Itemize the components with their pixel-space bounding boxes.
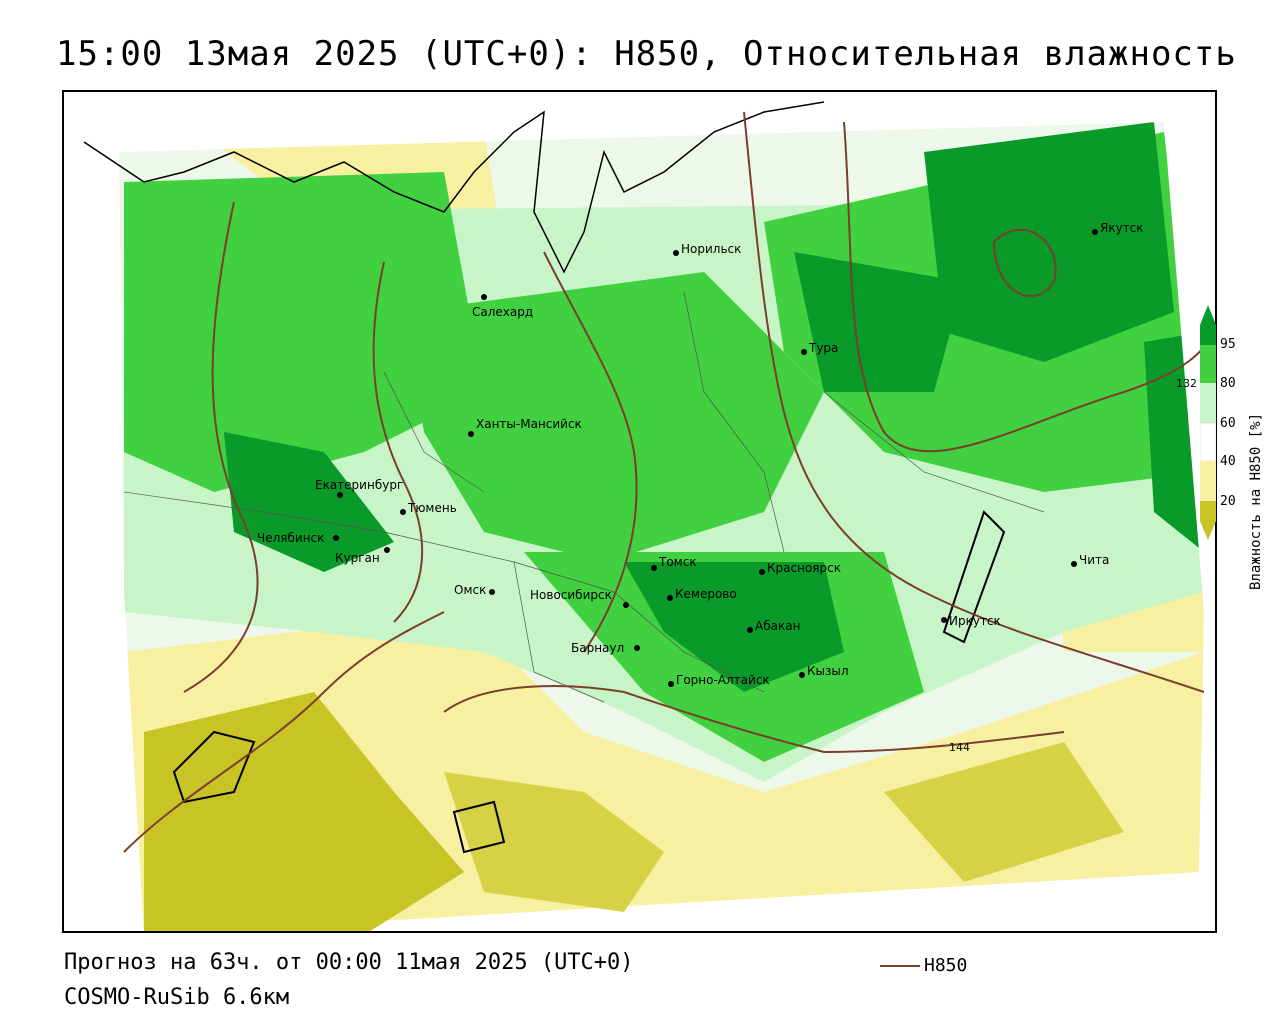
- city-label: Абакан: [755, 619, 800, 633]
- model-name: COSMO-RuSib 6.6км: [64, 985, 290, 1010]
- outside-domain-northwest: [64, 92, 1215, 152]
- arctic-coastline: [83, 101, 825, 274]
- city-label: Горно-Алтайск: [676, 673, 770, 687]
- colorbar-tick: 80: [1220, 376, 1236, 391]
- city-salekhard: Салехард: [472, 294, 533, 319]
- very-wet-area-northeast: [924, 122, 1174, 362]
- region-borders: [123, 291, 1045, 703]
- city-yakutsk: Якутск: [1092, 221, 1144, 235]
- city-label: Красноярск: [767, 561, 841, 575]
- city-label: Новосибирск: [530, 588, 612, 602]
- h850-contour-urals: [372, 261, 424, 623]
- contour-label-132: 132: [1176, 377, 1197, 390]
- contour-swatch: [880, 965, 920, 967]
- city-barnaul: Барнаул: [571, 641, 640, 655]
- humidity-colorbar: [1200, 305, 1216, 540]
- very-dry-area-southwest: [144, 692, 464, 931]
- city-tyumen: Тюмень: [400, 501, 457, 515]
- contour-legend: H850: [880, 955, 967, 976]
- very-dry-area-south: [444, 772, 664, 912]
- forecast-info: Прогноз на 63ч. от 00:00 11мая 2025 (UTC…: [64, 950, 634, 975]
- city-label: Челябинск: [257, 531, 324, 545]
- city-abakan: Абакан: [747, 619, 800, 633]
- contour-label-144: 144: [949, 741, 970, 754]
- h850-contour-northeast: [843, 121, 1215, 453]
- very-wet-area-urals: [224, 432, 394, 572]
- h850-contour-southwest: [123, 611, 445, 853]
- map-canvas: 132 144 Якутск Норильск Салехард Тура Ха…: [64, 92, 1215, 931]
- city-label: Чита: [1079, 553, 1109, 567]
- wet-area-central: [404, 272, 824, 562]
- colorbar-tick: 95: [1220, 337, 1236, 352]
- city-tomsk: Томск: [651, 555, 697, 571]
- city-kurgan: Курган: [335, 547, 390, 565]
- h850-contour-loop: [992, 228, 1057, 298]
- city-label: Тура: [808, 341, 838, 355]
- aral-coastline: [452, 800, 506, 854]
- outside-domain-west: [64, 152, 144, 931]
- city-label: Курган: [335, 551, 380, 565]
- contour-legend-label: H850: [924, 955, 968, 976]
- city-novosibirsk: Новосибирск: [530, 588, 629, 608]
- outside-domain-east: [1164, 112, 1215, 923]
- city-yekaterinburg: Екатеринбург: [315, 478, 403, 498]
- city-chita: Чита: [1071, 553, 1109, 567]
- city-omsk: Омск: [454, 583, 495, 597]
- city-tura: Тура: [801, 341, 838, 355]
- city-chelyabinsk: Челябинск: [257, 531, 339, 545]
- city-label: Норильск: [681, 242, 741, 256]
- colorbar-title: Влажность на H850 [%]: [1248, 412, 1264, 590]
- city-label: Барнаул: [571, 641, 624, 655]
- very-dry-area-southeast: [884, 742, 1124, 882]
- very-wet-area-kemerovo: [624, 562, 844, 692]
- colorbar-tick: 40: [1220, 454, 1236, 469]
- city-label: Кемерово: [675, 587, 737, 601]
- city-label: Екатеринбург: [315, 478, 403, 492]
- city-kemerovo: Кемерово: [667, 587, 737, 601]
- caspian-coastline: [172, 730, 256, 804]
- city-label: Кызыл: [807, 664, 849, 678]
- colorbar-tick: 60: [1220, 416, 1236, 431]
- h850-contour-south: [443, 685, 1065, 754]
- city-irkutsk: Иркутск: [941, 614, 1001, 628]
- city-label: Ханты-Мансийск: [476, 417, 582, 431]
- h850-contour-east: [743, 111, 1205, 693]
- very-wet-area-tura: [794, 252, 964, 392]
- map-title: 15:00 13мая 2025 (UTC+0): H850, Относите…: [56, 34, 1237, 74]
- h850-contour-west: [183, 201, 259, 693]
- city-label: Омск: [454, 583, 486, 597]
- city-khanty-mansiysk: Ханты-Мансийск: [468, 417, 582, 437]
- city-label: Иркутск: [949, 614, 1001, 628]
- city-label: Салехард: [472, 305, 533, 319]
- baikal-coastline: [942, 510, 1006, 644]
- city-label: Томск: [658, 555, 697, 569]
- city-norilsk: Норильск: [673, 242, 741, 256]
- city-label: Якутск: [1100, 221, 1144, 235]
- city-label: Тюмень: [407, 501, 457, 515]
- city-gorno-altaysk: Горно-Алтайск: [668, 673, 770, 687]
- map-area: 132 144 Якутск Норильск Салехард Тура Ха…: [62, 90, 1217, 933]
- colorbar-tick: 20: [1220, 494, 1236, 509]
- city-krasnoyarsk: Красноярск: [759, 561, 841, 575]
- city-kyzyl: Кызыл: [799, 664, 849, 678]
- h850-contour-central: [543, 251, 638, 653]
